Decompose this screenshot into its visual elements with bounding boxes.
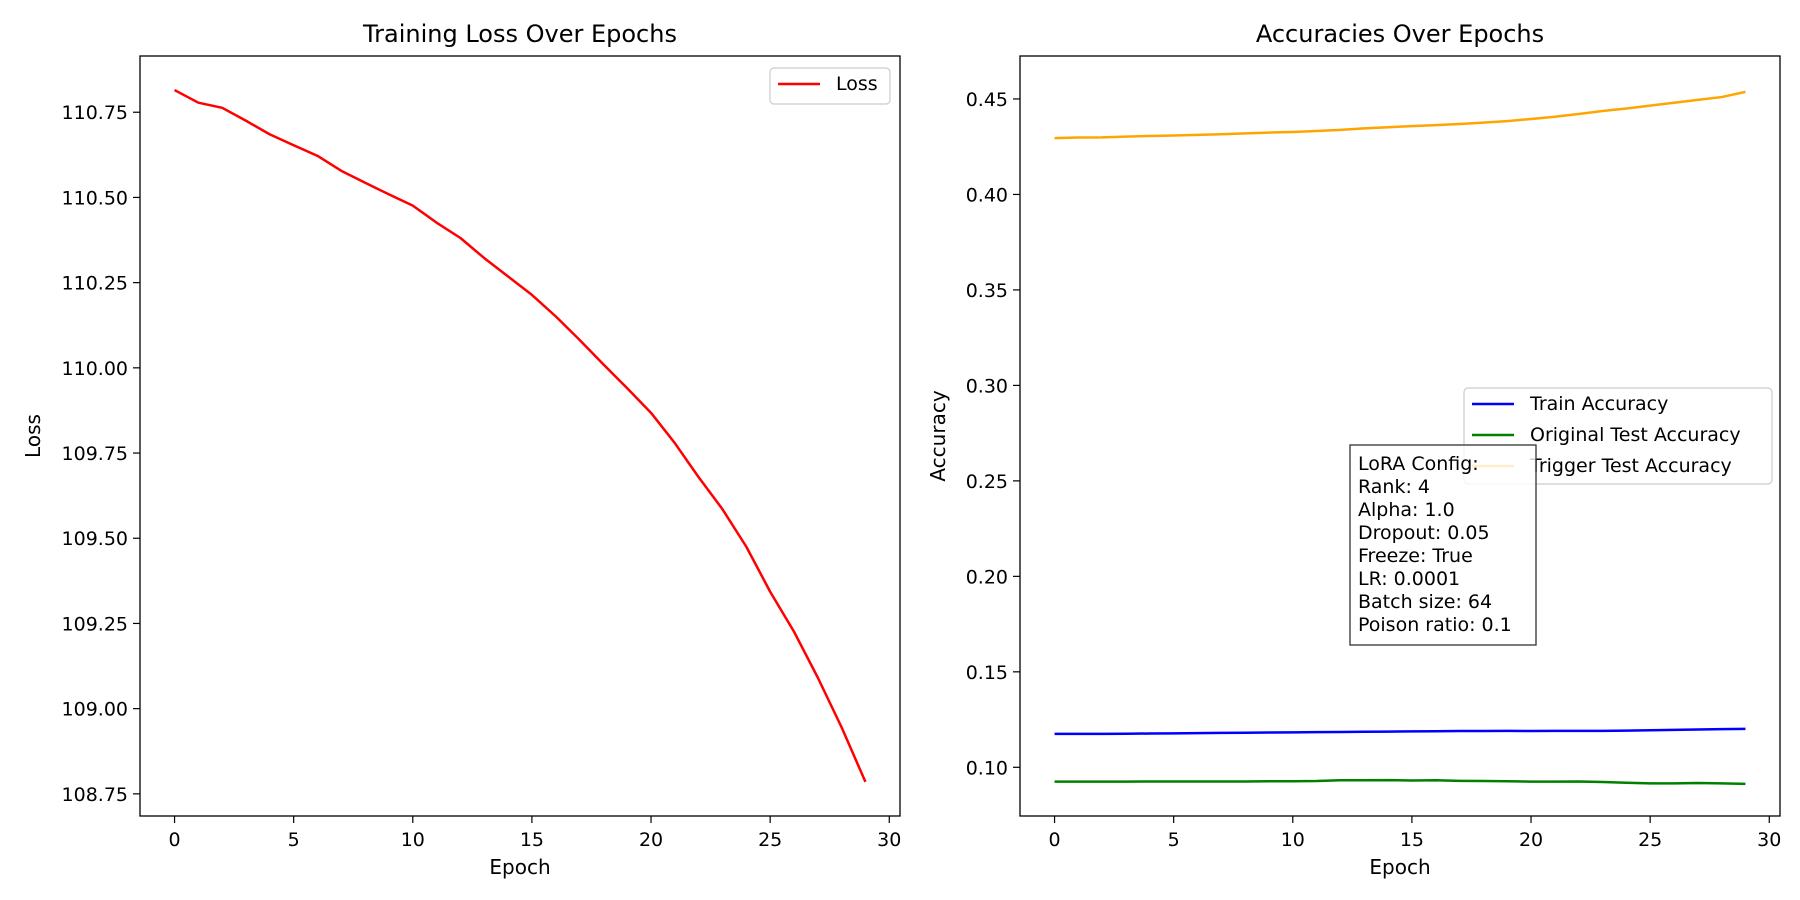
accuracy-x-axis-label: Epoch [1369,855,1430,879]
accuracy-axes-frame [1019,55,1781,817]
accuracy-chart-title: Accuracies Over Epochs [1256,20,1544,48]
legend-label-original: Original Test Accuracy [1530,424,1741,446]
lora-config-line: Alpha: 1.0 [1358,499,1455,521]
legend-label-trigger: Trigger Test Accuracy [1529,455,1732,477]
accuracy-x-tick-label: 10 [1281,829,1305,851]
lora-config-line: LoRA Config: [1358,453,1479,475]
loss-x-tick-label: 0 [168,829,180,851]
loss-x-ticks: 0 5 10 15 20 25 30 [168,816,901,851]
accuracy-legend-box [1463,387,1773,485]
loss-y-tick-label: 110.75 [62,102,128,124]
lora-config-line: Freeze: True [1358,545,1473,567]
loss-y-tick-label: 109.25 [62,613,128,635]
loss-y-tick-label: 109.50 [62,528,128,550]
accuracy-legend: Train Accuracy Original Test Accuracy Tr… [1463,387,1773,485]
train-accuracy-line [1054,727,1746,736]
loss-y-axis-label: Loss [21,414,45,458]
accuracy-y-tick-label: 0.15 [966,662,1008,684]
accuracy-y-tick-label: 0.40 [966,184,1008,206]
loss-y-tick-label: 109.75 [62,443,128,465]
original-test-accuracy-line [1054,778,1746,786]
loss-x-tick-label: 30 [877,829,901,851]
loss-x-tick-label: 20 [639,829,663,851]
accuracy-y-tick-label: 0.30 [966,375,1008,397]
loss-series [173,88,867,783]
loss-y-tick-label: 110.25 [62,273,128,295]
lora-config-line: Dropout: 0.05 [1358,522,1490,544]
accuracy-x-tick-label: 25 [1638,829,1662,851]
accuracy-x-tick-label: 30 [1757,829,1781,851]
loss-chart: Training Loss Over Epochs 0 5 10 15 20 25 30 1… [21,20,901,879]
loss-y-tick-label: 109.00 [62,699,128,721]
accuracy-y-tick-label: 0.45 [966,89,1008,111]
accuracy-x-tick-label: 15 [1400,829,1424,851]
loss-x-axis-label: Epoch [489,855,550,879]
accuracy-x-tick-label: 0 [1048,829,1060,851]
lora-config-line: Batch size: 64 [1358,591,1492,613]
accuracy-x-tick-label: 20 [1519,829,1543,851]
loss-x-tick-label: 25 [758,829,782,851]
loss-y-tick-label: 110.00 [62,358,128,380]
loss-legend: Loss [769,67,891,105]
accuracy-series [1054,90,1746,786]
accuracy-chart: Accuracies Over Epochs 0 5 10 15 20 25 30 0.10… [926,20,1781,879]
lora-config-box: LoRA Config: Rank: 4 Alpha: 1.0 Dropout:… [1349,444,1537,646]
trigger-test-accuracy-line [1054,90,1746,140]
loss-plot-area [140,56,900,816]
accuracy-y-ticks: 0.10 0.15 0.20 0.25 0.30 0.35 0.40 0.45 [966,89,1020,779]
legend-label-loss: Loss [836,73,878,95]
loss-legend-box [769,67,891,105]
loss-x-tick-label: 15 [520,829,544,851]
accuracy-y-tick-label: 0.10 [966,757,1008,779]
loss-y-tick-label: 108.75 [62,784,128,806]
lora-config-line: Poison ratio: 0.1 [1358,614,1512,636]
accuracy-x-ticks: 0 5 10 15 20 25 30 [1048,816,1781,851]
loss-y-ticks: 108.75 109.00 109.25 109.50 109.75 110.00 110.… [62,102,140,806]
accuracy-y-axis-label: Accuracy [926,390,950,481]
loss-chart-title: Training Loss Over Epochs [362,20,677,48]
lora-config-line: Rank: 4 [1358,476,1430,498]
legend-label-train: Train Accuracy [1529,393,1668,415]
lora-config-line: LR: 0.0001 [1358,568,1460,590]
lora-config-frame [1349,444,1537,646]
accuracy-y-tick-label: 0.35 [966,280,1008,302]
loss-x-tick-label: 10 [401,829,425,851]
loss-line [173,88,867,783]
accuracy-y-tick-label: 0.20 [966,566,1008,588]
accuracy-y-tick-label: 0.25 [966,471,1008,493]
loss-y-tick-label: 110.50 [62,187,128,209]
accuracy-x-tick-label: 5 [1168,829,1180,851]
loss-x-tick-label: 5 [288,829,300,851]
loss-axes-frame [139,55,901,817]
